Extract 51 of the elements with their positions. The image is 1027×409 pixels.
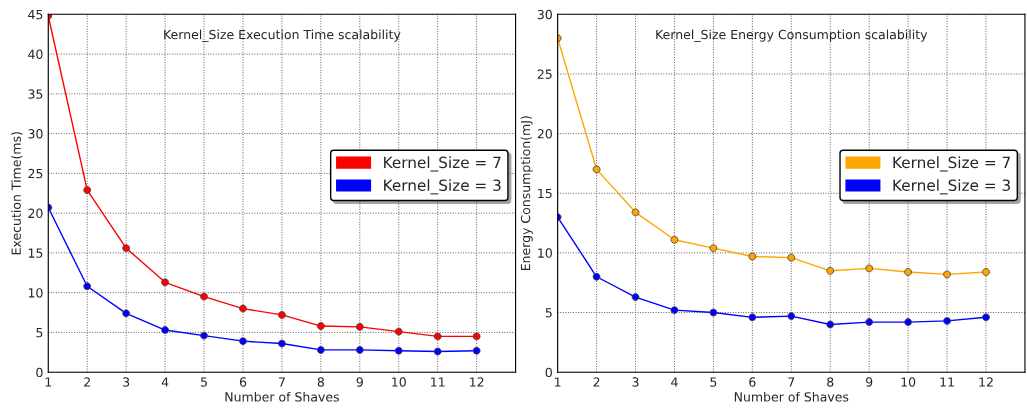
x-tick-label: 5 <box>201 377 207 387</box>
legend-label: Kernel_Size = 3 <box>384 179 501 195</box>
text: Kernel_Size Energy Consumption scalability <box>656 29 928 43</box>
y-axis-title: Execution Time(ms) <box>11 132 23 255</box>
y-tick-label: 45 <box>28 9 43 20</box>
y-tick-label: 30 <box>28 129 43 139</box>
y-tick-label: 35 <box>28 89 43 99</box>
y-tick-label: 25 <box>28 168 43 179</box>
x-tick-label: 11 <box>940 377 954 387</box>
y-tick-label: 10 <box>28 288 43 298</box>
x-tick-label: 4 <box>161 377 169 387</box>
x-tick-label: 3 <box>632 377 639 387</box>
x-tick-label: 7 <box>788 377 795 387</box>
x-tick-label: 12 <box>470 377 484 387</box>
y-tick-label: 5 <box>36 328 43 338</box>
x-tick-label: 6 <box>749 377 756 387</box>
x-tick-label: 1 <box>45 377 52 387</box>
x-tick-label: 10 <box>392 377 406 387</box>
y-tick-label: 40 <box>28 49 43 60</box>
x-tick-label: 2 <box>593 377 600 387</box>
x-tick-label: 12 <box>979 377 993 387</box>
y-tick-label: 30 <box>537 9 552 20</box>
legend-label: Kernel_Size = 3 <box>893 179 1010 195</box>
y-tick-label: 20 <box>28 208 43 219</box>
y-tick-label: 20 <box>537 129 552 139</box>
x-axis-title: Number of Shaves <box>225 391 339 402</box>
x-tick-label: 4 <box>671 377 678 387</box>
x-axis-title: Number of Shaves <box>734 391 849 402</box>
x-tick-label: 9 <box>865 377 873 387</box>
y-tick-label: 0 <box>545 367 552 378</box>
x-tick-label: 7 <box>278 377 285 387</box>
x-tick-label: 2 <box>84 377 90 387</box>
x-tick-label: 11 <box>431 377 445 387</box>
y-tick-label: 15 <box>538 188 552 199</box>
x-tick-label: 3 <box>123 377 130 387</box>
y-tick-label: 0 <box>36 367 43 378</box>
x-tick-label: 9 <box>356 377 363 387</box>
x-tick-label: 5 <box>710 377 717 387</box>
x-tick-label: 1 <box>555 377 561 387</box>
x-tick-label: 10 <box>901 377 916 387</box>
legend-label: Kernel_Size = 7 <box>384 156 501 172</box>
y-tick-label: 25 <box>537 69 552 79</box>
y-tick-label: 5 <box>545 308 552 318</box>
text: Kernel_Size Execution Time scalability <box>164 29 401 43</box>
legend-label: Kernel_Size = 7 <box>893 156 1010 172</box>
x-tick-label: 8 <box>827 377 834 387</box>
y-axis-title: Energy Consumption(mJ) <box>520 116 533 271</box>
y-tick-label: 15 <box>28 248 43 258</box>
x-tick-label: 8 <box>317 377 324 387</box>
y-tick-label: 10 <box>538 248 552 258</box>
x-tick-label: 6 <box>239 377 247 387</box>
